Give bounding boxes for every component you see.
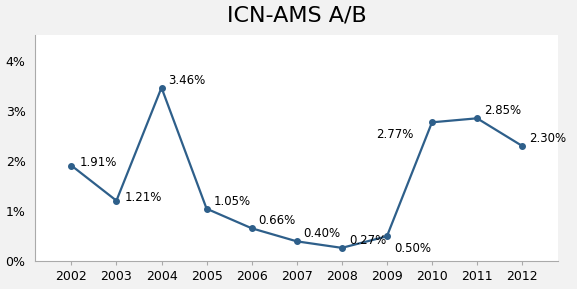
Text: 2.30%: 2.30% (529, 132, 566, 145)
Text: 1.21%: 1.21% (125, 191, 162, 204)
Text: 0.27%: 0.27% (349, 234, 386, 247)
Text: 2.77%: 2.77% (376, 128, 414, 140)
Title: ICN-AMS A/B: ICN-AMS A/B (227, 5, 366, 25)
Text: 3.46%: 3.46% (168, 73, 205, 86)
Text: 2.85%: 2.85% (484, 104, 521, 117)
Text: 0.66%: 0.66% (258, 214, 296, 227)
Text: 1.91%: 1.91% (80, 155, 117, 168)
Text: 0.40%: 0.40% (304, 227, 341, 240)
Text: 0.50%: 0.50% (394, 242, 431, 255)
Text: 1.05%: 1.05% (213, 194, 250, 208)
